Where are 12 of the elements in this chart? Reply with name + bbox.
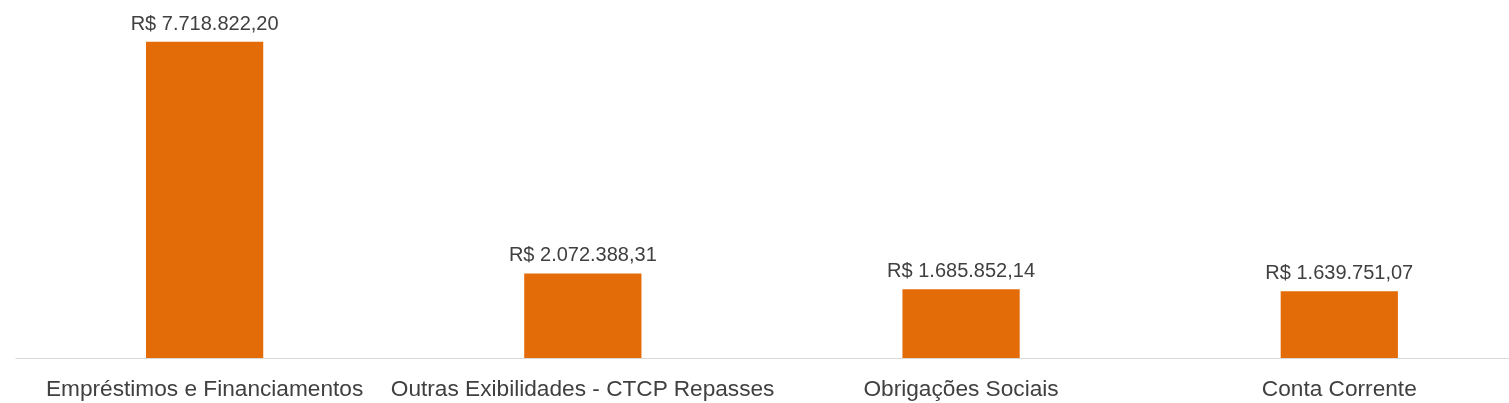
x-tick-label: Outras Exibilidades - CTCP Repasses (390, 374, 775, 401)
data-label: R$ 1.685.852,14 (887, 259, 1036, 282)
data-label: R$ 7.718.822,20 (130, 11, 279, 34)
data-label: R$ 2.072.388,31 (508, 243, 657, 266)
x-tick-label: Obrigações Sociais (863, 374, 1059, 401)
bar (524, 273, 642, 359)
bar (145, 41, 264, 359)
bar (1280, 291, 1398, 359)
bar (902, 289, 1020, 359)
x-tick-label: Empréstimos e Financiamentos (45, 374, 364, 401)
data-label: R$ 1.639.751,07 (1265, 261, 1414, 284)
x-tick-label: Conta Corrente (1261, 374, 1417, 401)
